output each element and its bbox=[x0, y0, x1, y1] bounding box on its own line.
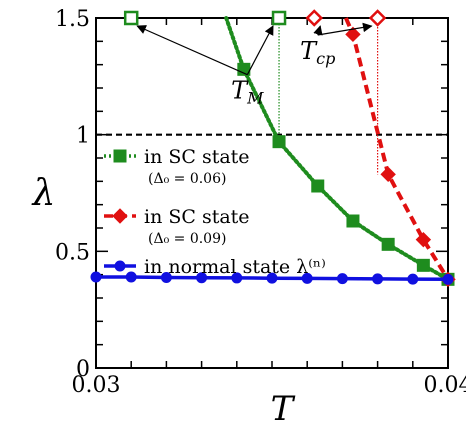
series-2-point bbox=[407, 273, 419, 285]
series-1-point bbox=[380, 166, 396, 183]
series-0-point bbox=[416, 258, 430, 272]
open-marker-square bbox=[271, 10, 287, 26]
x-axis-label: T bbox=[271, 389, 296, 428]
y-tick-label: 1 bbox=[76, 124, 90, 149]
y-tick-label: 0.5 bbox=[55, 240, 90, 265]
annotation-arrow bbox=[313, 25, 323, 36]
annotation-arrow bbox=[246, 25, 274, 75]
series-2-point bbox=[301, 272, 313, 284]
open-marker-diamond bbox=[305, 9, 324, 27]
legend-label: in normal state λ⁽ⁿ⁾ bbox=[144, 256, 326, 278]
legend-marker bbox=[114, 260, 126, 272]
y-axis-label: λ bbox=[31, 173, 56, 214]
annotation-label: Tcp bbox=[300, 37, 335, 68]
legend-sublabel: (Δ₀ = 0.09) bbox=[148, 231, 226, 247]
series-1-point bbox=[415, 231, 432, 248]
plot-layer: 0 0.5 1 1.5 0.03 0.04 Tλ TM Tcp in SC state (Δ₀ = … bbox=[31, 7, 466, 428]
legend-marker bbox=[112, 208, 128, 224]
y-tick-label: 1.5 bbox=[55, 7, 90, 32]
x-tick-label: 0.04 bbox=[424, 373, 466, 398]
annotation-label: TM bbox=[231, 77, 264, 108]
series-2-point bbox=[266, 272, 278, 284]
series-2-point bbox=[90, 271, 102, 283]
series-0-line bbox=[224, 16, 450, 282]
legend-sublabel: (Δ₀ = 0.06) bbox=[148, 171, 226, 187]
y-tick-label: 0 bbox=[76, 357, 90, 382]
series-1-point bbox=[345, 26, 361, 43]
series-2-point bbox=[160, 271, 172, 283]
series-2-point bbox=[372, 273, 384, 285]
legend-label: in SC state bbox=[144, 146, 250, 168]
series-2-point bbox=[442, 273, 454, 285]
series-2-point bbox=[231, 272, 243, 284]
legend-label: in SC state bbox=[144, 206, 250, 228]
series-0-point bbox=[381, 237, 395, 251]
series-2-point bbox=[196, 272, 208, 284]
series-2-point bbox=[125, 271, 137, 283]
annotation-0: TM bbox=[136, 25, 274, 108]
series-0-point bbox=[346, 214, 360, 228]
open-marker-diamond bbox=[368, 9, 387, 27]
annotation-1: Tcp bbox=[300, 22, 373, 68]
x-tick-label: 0.03 bbox=[72, 373, 121, 398]
plot-frame bbox=[95, 17, 449, 369]
series-1-line bbox=[344, 17, 450, 281]
series-2-point bbox=[336, 273, 348, 285]
annotation-arrow bbox=[317, 22, 373, 36]
open-marker-square bbox=[123, 10, 139, 26]
legend-marker bbox=[113, 149, 127, 163]
annotation-arrow bbox=[136, 25, 248, 76]
series-0-point bbox=[311, 179, 325, 193]
series-0-point bbox=[272, 135, 286, 149]
